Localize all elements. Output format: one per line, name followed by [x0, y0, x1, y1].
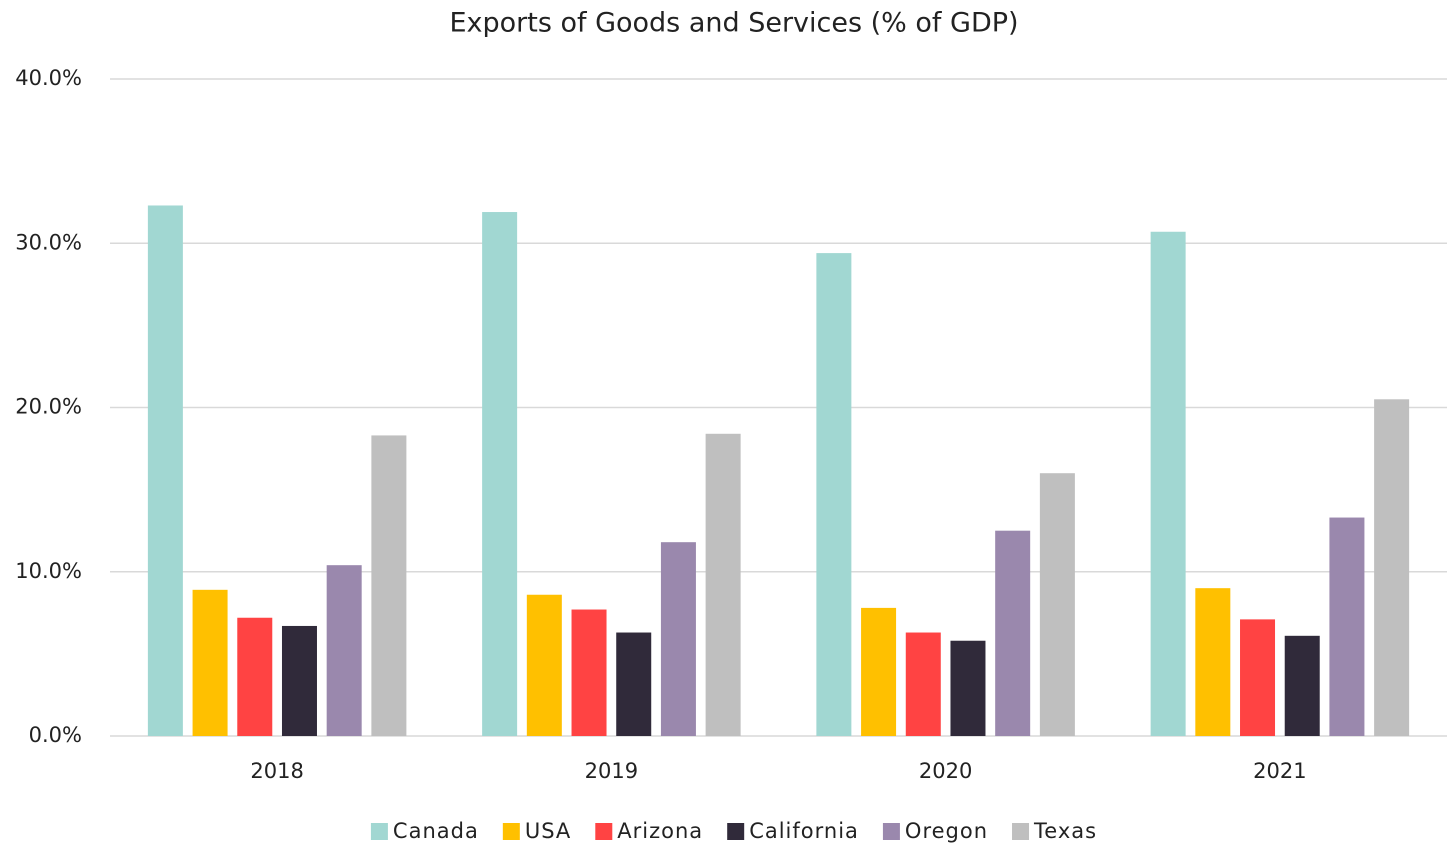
- bar: [526, 594, 562, 736]
- legend-label: Oregon: [905, 819, 988, 843]
- legend-label: California: [749, 819, 859, 843]
- legend-swatch: [882, 823, 900, 840]
- y-tick-label: 10.0%: [15, 559, 82, 583]
- legend-swatch: [1012, 823, 1030, 840]
- bar: [281, 625, 317, 736]
- y-tick-label: 0.0%: [29, 723, 82, 747]
- legend-label: Canada: [393, 819, 479, 843]
- bar: [861, 607, 897, 736]
- bar: [192, 589, 228, 736]
- bar: [1284, 635, 1320, 736]
- bar: [571, 609, 607, 736]
- legend-swatch: [502, 823, 520, 840]
- bar: [816, 253, 852, 737]
- legend-label: Texas: [1033, 819, 1097, 843]
- legend-swatch: [595, 823, 613, 840]
- bar: [326, 565, 362, 736]
- bar: [905, 632, 941, 736]
- legend-label: USA: [525, 819, 571, 843]
- bar: [237, 617, 273, 736]
- legend-swatch: [727, 823, 745, 840]
- bar: [1150, 231, 1186, 736]
- bar: [660, 542, 696, 736]
- x-tick-label: 2020: [919, 759, 972, 783]
- bar: [1240, 619, 1276, 736]
- bar: [995, 530, 1031, 736]
- x-tick-label: 2021: [1253, 759, 1306, 783]
- bar: [147, 205, 183, 736]
- bar: [1374, 399, 1410, 736]
- y-tick-label: 20.0%: [15, 395, 82, 419]
- bar: [950, 640, 986, 736]
- bar: [1039, 473, 1075, 736]
- chart-title: Exports of Goods and Services (% of GDP): [449, 8, 1018, 39]
- bar: [482, 212, 518, 737]
- legend-swatch: [370, 823, 388, 840]
- bar: [371, 435, 407, 736]
- x-tick-label: 2019: [585, 759, 638, 783]
- legend-label: Arizona: [617, 819, 703, 843]
- bar: [616, 632, 652, 736]
- bar: [1329, 517, 1365, 736]
- bar: [705, 433, 741, 736]
- y-tick-label: 30.0%: [15, 230, 82, 254]
- y-tick-label: 40.0%: [15, 66, 82, 90]
- bar: [1195, 588, 1231, 736]
- x-tick-label: 2018: [250, 759, 303, 783]
